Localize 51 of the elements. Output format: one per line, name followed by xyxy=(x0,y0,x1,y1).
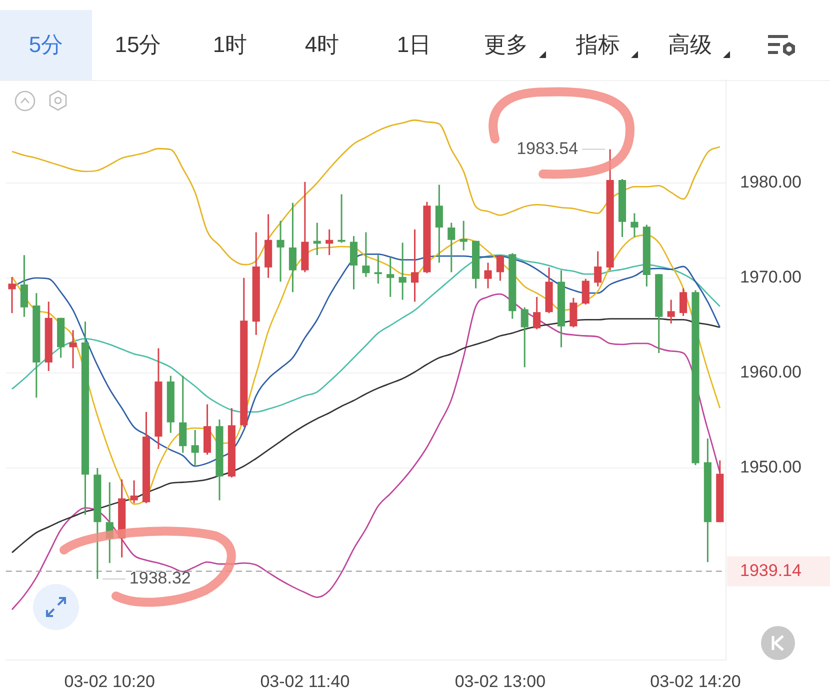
candlestick xyxy=(410,228,419,302)
x-tick-label: 03-02 14:20 xyxy=(650,672,741,691)
ref-line-label: 1939.14 xyxy=(740,560,802,580)
candlestick xyxy=(191,429,199,466)
candlestick xyxy=(8,276,16,314)
line-series xyxy=(11,293,721,610)
line-series xyxy=(11,254,721,413)
text: 更多 xyxy=(484,31,528,59)
text: 1时 xyxy=(212,31,248,59)
candlestick xyxy=(326,228,334,256)
x-tick-label: 03-02 13:00 xyxy=(454,672,546,691)
candlestick xyxy=(386,256,394,298)
candlestick xyxy=(130,480,138,504)
y-tick-label: 1970.00 xyxy=(740,268,802,287)
annotation: 1983.54 xyxy=(516,138,578,158)
candlestick xyxy=(362,232,370,278)
x-tick-label: 03-02 11:40 xyxy=(260,672,350,691)
candlestick xyxy=(680,288,688,317)
text: 15分 xyxy=(114,31,162,59)
candlestick xyxy=(338,194,346,244)
candlestick xyxy=(179,375,187,454)
candlestick xyxy=(448,222,456,273)
text: 1日 xyxy=(396,31,432,59)
text: 高级 xyxy=(668,31,712,59)
y-tick-label: 1960.00 xyxy=(740,362,802,382)
y-tick-label: 1980.00 xyxy=(740,172,802,192)
text: 4时 xyxy=(304,31,340,59)
candlestick xyxy=(533,296,541,330)
candlestick xyxy=(667,299,675,324)
annotation: 1938.32 xyxy=(129,568,191,588)
candlestick xyxy=(288,202,296,293)
candlestick xyxy=(398,242,406,301)
line-series xyxy=(11,119,721,266)
candlestick xyxy=(69,329,77,369)
candlestick xyxy=(276,220,284,282)
candlestick xyxy=(20,254,28,318)
candlestick xyxy=(350,235,358,290)
candlestick xyxy=(435,184,443,264)
text: 5分 xyxy=(28,31,64,59)
candlestick xyxy=(374,254,382,284)
y-tick-label: 1950.00 xyxy=(740,458,802,477)
text: 指标 xyxy=(576,31,620,59)
candlestick xyxy=(630,212,638,238)
candlestick xyxy=(594,250,602,288)
x-tick-label: 03-02 10:20 xyxy=(64,672,156,691)
candlestick xyxy=(484,262,492,290)
candlestick xyxy=(570,297,578,328)
candlestick xyxy=(520,306,528,368)
candlestick xyxy=(460,220,468,252)
candlestick xyxy=(582,278,590,306)
candlestick xyxy=(496,254,504,282)
